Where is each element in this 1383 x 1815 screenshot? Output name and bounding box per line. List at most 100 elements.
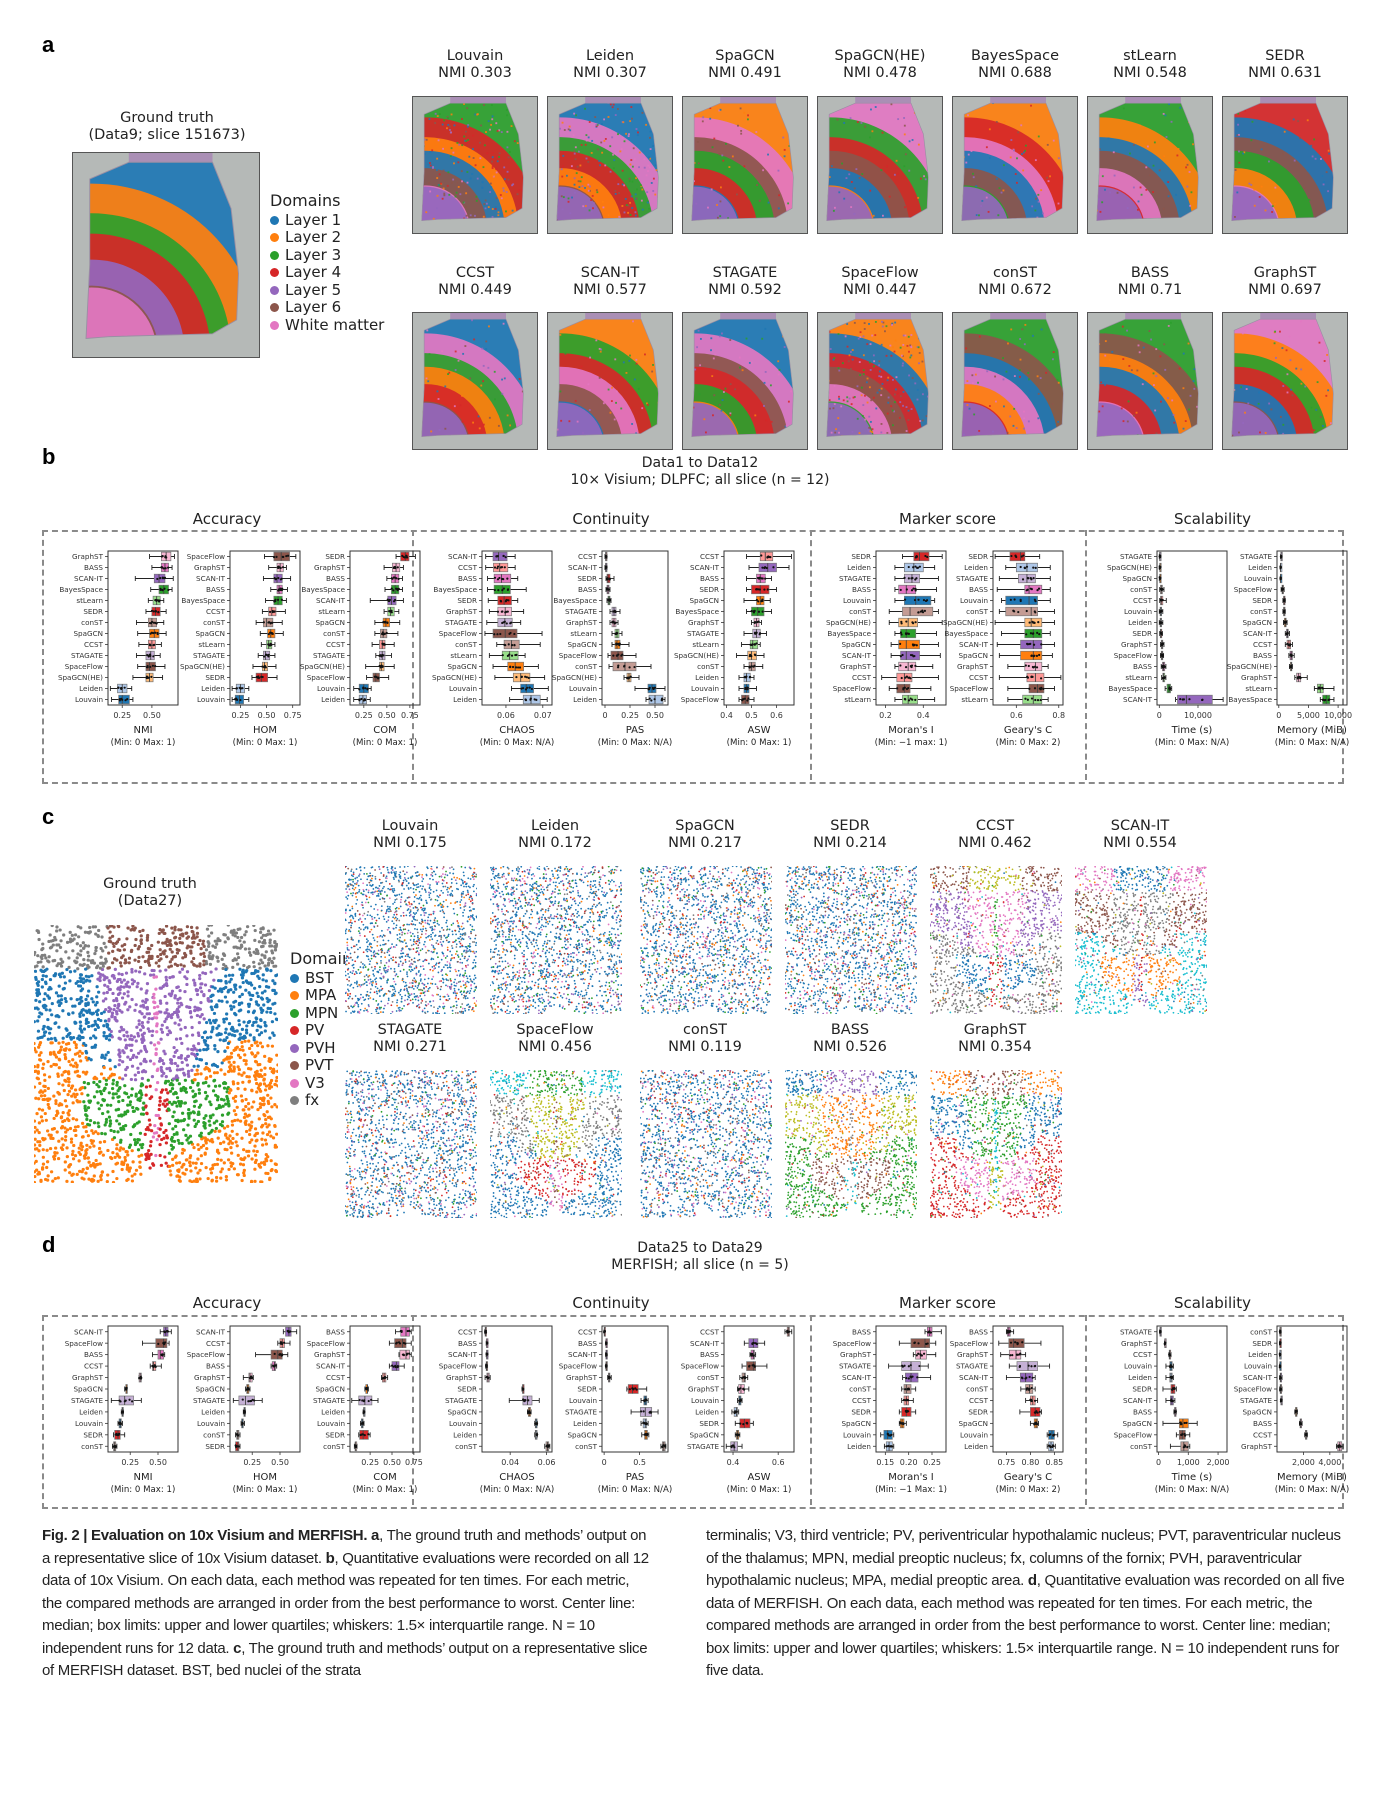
data-point <box>1160 654 1163 657</box>
box-Leiden <box>648 694 664 705</box>
data-point <box>380 632 384 636</box>
method-tick-label: SEDR <box>1252 1339 1272 1348</box>
data-point <box>139 1376 142 1379</box>
method-tick-label: stLearn <box>450 651 477 660</box>
data-point <box>386 598 389 601</box>
method-tick-label: CCST <box>1133 1350 1153 1359</box>
data-point <box>1295 1410 1298 1413</box>
method-tick-label: SCAN-IT <box>1243 629 1273 638</box>
method-tick-label: Louvain <box>960 1430 988 1439</box>
range-note: (Min: 0 Max: 1) <box>111 738 176 748</box>
x-tick-label: 0.85 <box>1045 1458 1063 1467</box>
data-point <box>922 599 926 602</box>
data-point <box>1174 1410 1177 1413</box>
method-tick-label: GraphST <box>957 1350 989 1359</box>
merfish-domain-map <box>640 866 772 1014</box>
method-nmi: NMI 0.672 <box>944 282 1086 299</box>
data-point <box>1025 1388 1028 1391</box>
domain-legend-a: Domains Layer 1 Layer 2 Layer 3 Layer 4 Laye… <box>270 192 384 334</box>
method-tick-label: SpaGCN <box>196 1385 226 1394</box>
data-point <box>280 598 283 601</box>
data-point <box>915 555 918 558</box>
data-point <box>377 677 380 680</box>
data-point <box>1032 632 1035 635</box>
plot-frame <box>1156 550 1228 706</box>
data-point <box>1035 654 1039 657</box>
data-point <box>1029 632 1033 635</box>
method-tick-label: SpaGCN(HE) <box>826 618 871 627</box>
data-point <box>502 587 506 590</box>
data-point <box>392 566 395 569</box>
data-point <box>499 600 503 603</box>
boxplot-d-hom: SCAN-IT CCST SpaceFlow BASS GraphST SpaGCN STA… <box>162 1325 310 1498</box>
method-domain-map <box>490 1070 622 1218</box>
method-tick-label: GraphST <box>446 607 478 616</box>
data-point <box>119 1400 122 1403</box>
group-title-continuity: Continuity <box>412 1294 810 1312</box>
method-tick-label: CCST <box>458 563 478 572</box>
data-point <box>152 644 155 647</box>
data-point <box>1279 577 1282 580</box>
boxplot-svg: CCST SCAN-IT BASS SEDR SpaGCN BayesSpace Graph… <box>674 550 795 748</box>
data-point <box>381 665 384 668</box>
data-point <box>269 642 272 645</box>
data-point <box>145 666 149 669</box>
method-domain-map <box>1222 312 1348 450</box>
gt-c-subtitle-line: (Data27) <box>60 893 240 910</box>
data-point <box>1159 610 1162 613</box>
data-point <box>1180 1433 1183 1436</box>
method-tick-label: Louvain <box>449 1419 477 1428</box>
method-domain-map <box>1222 96 1348 234</box>
data-point <box>1034 698 1037 702</box>
method-tick-label: conST <box>1130 1442 1152 1451</box>
panel-d-header: Data25 to Data29 MERFISH; all slice (n =… <box>500 1240 900 1274</box>
method-tick-label: BASS <box>578 585 597 594</box>
data-point <box>518 666 522 669</box>
boxplot-svg: SEDR GraphST BASS BayesSpace SCAN-IT stLearn S… <box>300 550 421 748</box>
x-axis-label: Moran's I <box>888 725 933 736</box>
method-tick-label: Leiden <box>847 563 871 572</box>
x-tick-label: 0.6 <box>770 711 783 720</box>
legend-item: Layer 3 <box>270 246 384 265</box>
method-tick-label: SEDR <box>851 1408 871 1417</box>
boxplot-d-pas: CCST BASS SCAN-IT SpaceFlow GraphST SEDR Louva… <box>536 1325 678 1498</box>
method-tick-label: STAGATE <box>1120 1327 1153 1336</box>
method-nmi: NMI 0.554 <box>1065 835 1215 852</box>
data-point <box>250 1399 253 1403</box>
group-title-scalability: Scalability <box>1085 510 1340 528</box>
data-point <box>758 633 761 636</box>
data-point <box>1028 687 1031 690</box>
method-nmi: NMI 0.119 <box>630 1039 780 1056</box>
data-point <box>384 1376 387 1379</box>
data-point <box>506 588 509 591</box>
caption-bold: d <box>1028 1572 1037 1589</box>
data-point <box>163 1330 166 1333</box>
data-point <box>907 632 910 636</box>
data-point <box>761 610 764 613</box>
plot-frame <box>229 550 301 706</box>
legend-item: Layer 6 <box>270 298 384 317</box>
data-point <box>354 1444 358 1447</box>
method-tick-label: SpaceFlow <box>833 1339 871 1348</box>
method-domain-map <box>412 96 538 234</box>
data-point <box>153 1365 157 1368</box>
boxplot-d-nmi: SCAN-IT SpaceFlow BASS CCST GraphST SpaGCN STA… <box>46 1325 188 1498</box>
method-nmi: NMI 0.449 <box>404 282 546 299</box>
method-tick-label: STAGATE <box>193 1396 226 1405</box>
method-tick-label: STAGATE <box>313 1396 346 1405</box>
data-point <box>635 1388 638 1391</box>
data-point <box>287 1331 290 1334</box>
data-point <box>1182 698 1186 701</box>
data-point <box>164 567 167 570</box>
dashed-frame <box>42 530 1344 784</box>
data-point <box>1158 555 1161 558</box>
method-tick-label: STAGATE <box>565 607 598 616</box>
method-name: SCAN-IT <box>539 265 681 282</box>
data-point <box>158 599 161 602</box>
plot-frame <box>1276 550 1348 706</box>
method-tick-label: SpaceFlow <box>439 629 477 638</box>
method-tick-label: SpaGCN <box>448 662 478 671</box>
x-tick-label: 0.4 <box>720 711 733 720</box>
data-point <box>909 677 912 680</box>
range-note: (Min: 0 Max: N/A) <box>480 1485 554 1495</box>
